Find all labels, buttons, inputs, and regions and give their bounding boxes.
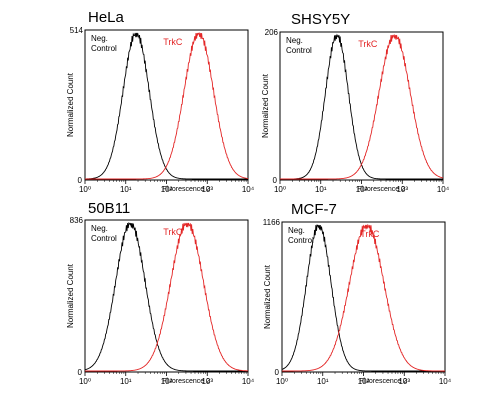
y-axis-label: Normalized Count: [263, 264, 272, 329]
y-max-label: 836: [70, 216, 84, 225]
histogram-curve: [280, 33, 443, 180]
x-tick-label: 10³: [201, 377, 213, 386]
histogram-curve: [85, 32, 249, 180]
x-tick-label: 10⁰: [79, 185, 91, 194]
x-tick-label: 10¹: [120, 377, 132, 386]
panel-title: HeLa: [88, 9, 125, 26]
neg-control-label: Neg.: [288, 226, 305, 235]
histogram-curve: [84, 222, 248, 372]
y-max-label: 206: [265, 28, 279, 37]
neg-control-label: Control: [91, 44, 117, 53]
x-tick-label: 10³: [398, 377, 410, 386]
histogram-curve: [84, 32, 248, 180]
y-axis-label: Normalized Count: [261, 73, 270, 138]
x-tick-label: 10²: [161, 377, 173, 386]
histogram-curve: [280, 33, 444, 180]
trkc-label: TrkC: [358, 39, 378, 49]
x-tick-label: 10⁴: [242, 185, 255, 194]
panel-title: 50B11: [88, 200, 130, 217]
y-zero-label: 0: [275, 368, 280, 377]
y-max-label: 1166: [263, 218, 281, 227]
y-axis-label: Normalized Count: [66, 72, 75, 137]
x-axis-label: Fluorescence 2: [162, 186, 210, 193]
panel-title: SHSY5Y: [291, 11, 350, 28]
neg-control-label: Neg.: [286, 36, 303, 45]
x-tick-label: 10²: [356, 185, 368, 194]
x-tick-label: 10⁴: [242, 377, 255, 386]
x-axis-label: Fluorescence 2: [359, 378, 407, 385]
panel-title: MCF-7: [291, 201, 337, 218]
x-tick-label: 10¹: [120, 185, 132, 194]
y-zero-label: 0: [273, 176, 278, 185]
neg-control-label: Control: [288, 236, 314, 245]
x-tick-label: 10⁴: [439, 377, 452, 386]
x-tick-label: 10¹: [317, 377, 329, 386]
x-axis-label: Fluorescence 2: [162, 378, 210, 385]
y-zero-label: 0: [78, 176, 83, 185]
neg-control-label: Neg.: [91, 224, 108, 233]
y-zero-label: 0: [78, 368, 83, 377]
histogram-curve: [282, 223, 445, 372]
x-tick-label: 10⁰: [276, 377, 288, 386]
x-axis-label: Fluorescence 2: [357, 186, 405, 193]
y-max-label: 514: [70, 26, 84, 35]
y-axis-label: Normalized Count: [66, 263, 75, 328]
trkc-label: TrkC: [163, 37, 183, 47]
x-tick-label: 10³: [201, 185, 213, 194]
x-tick-label: 10⁴: [437, 185, 450, 194]
x-tick-label: 10⁰: [274, 185, 286, 194]
neg-control-label: Control: [286, 46, 312, 55]
histogram-curve: [85, 222, 249, 372]
histogram-curve: [281, 224, 445, 372]
trkc-label: TrkC: [360, 229, 380, 239]
x-tick-label: 10¹: [315, 185, 327, 194]
x-tick-label: 10²: [358, 377, 370, 386]
neg-control-label: Neg.: [91, 34, 108, 43]
x-tick-label: 10⁰: [79, 377, 91, 386]
trkc-label: TrkC: [163, 227, 183, 237]
x-tick-label: 10²: [161, 185, 173, 194]
x-tick-label: 10³: [396, 185, 408, 194]
neg-control-label: Control: [91, 234, 117, 243]
